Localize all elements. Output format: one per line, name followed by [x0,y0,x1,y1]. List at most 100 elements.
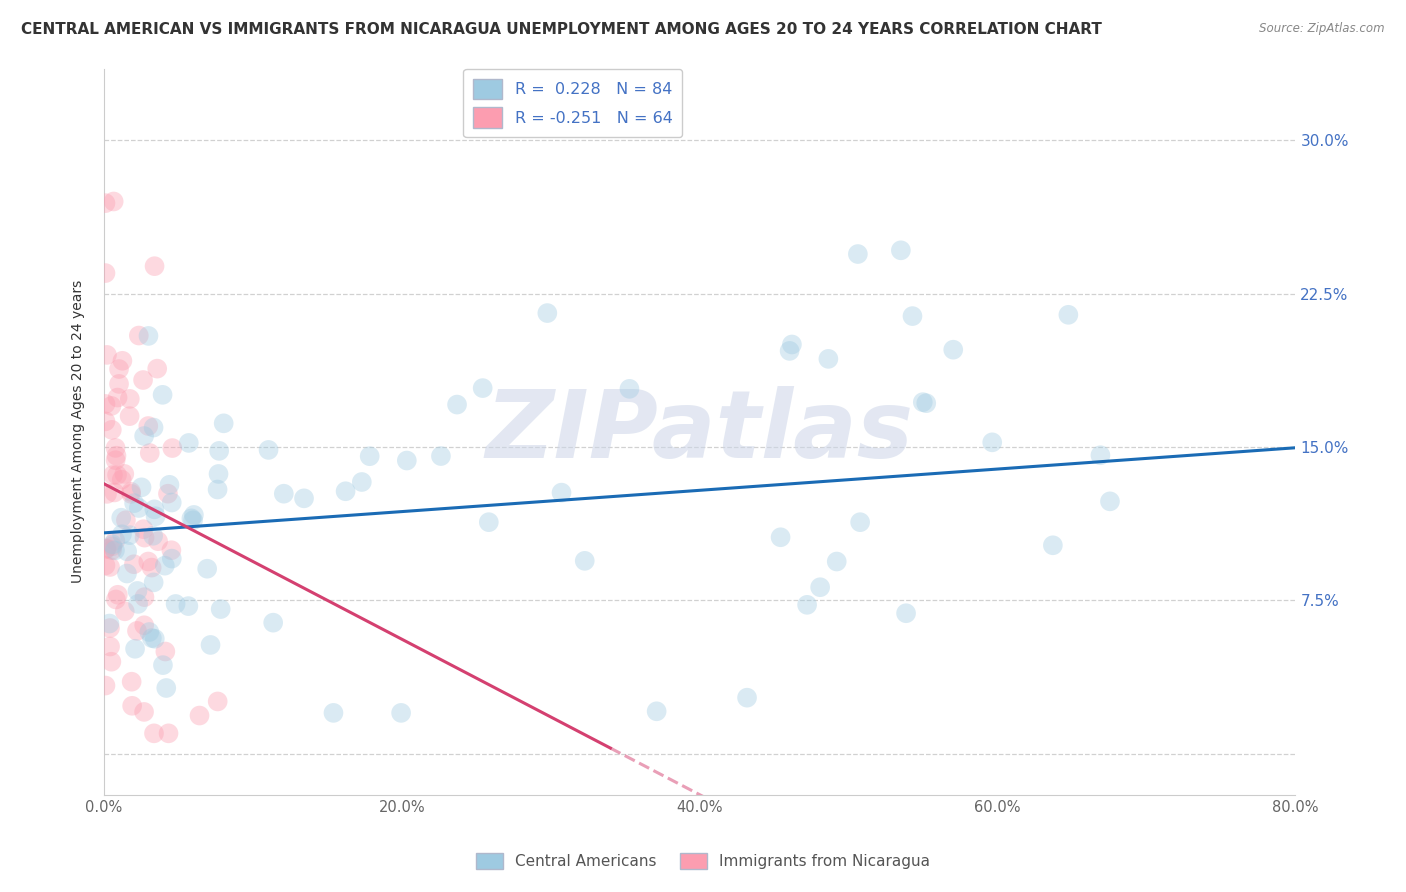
Point [112,467,135,481]
Point [98,560,121,574]
Point [478,515,501,529]
Point [911,395,934,409]
Point [200,638,222,652]
Point [101,539,124,553]
Point [1090,448,1112,462]
Point [1098,494,1121,508]
Point [155,681,177,695]
Point [177,599,200,613]
Point [94,679,117,693]
Point [94,266,117,280]
Point [96,348,118,362]
Point [942,343,965,357]
Point [769,530,792,544]
Point [111,353,134,368]
Point [115,544,138,558]
Point [111,473,134,487]
Point [212,417,235,431]
Point [142,420,165,434]
Point [273,486,295,500]
Point [471,381,494,395]
Point [120,487,142,501]
Point [101,537,124,551]
Point [114,604,136,618]
Point [132,373,155,387]
Point [118,409,141,424]
Point [142,575,165,590]
Point [141,631,163,645]
Point [1057,308,1080,322]
Point [825,555,848,569]
Point [94,558,117,573]
Point [890,244,912,258]
Point [817,351,839,366]
Point [98,616,121,631]
Point [183,508,205,522]
Point [100,655,122,669]
Point [101,468,124,483]
Point [94,414,117,428]
Point [105,449,128,463]
Point [808,580,831,594]
Point [195,562,218,576]
Point [138,625,160,640]
Point [143,726,166,740]
Point [120,484,142,499]
Point [111,527,134,541]
Point [104,592,127,607]
Point [894,606,917,620]
Point [118,392,141,406]
Point [180,511,202,525]
Point [108,376,131,391]
Point [181,513,204,527]
Point [132,522,155,536]
Legend: R =  0.228   N = 84, R = -0.251   N = 64: R = 0.228 N = 84, R = -0.251 N = 64 [464,70,682,137]
Point [103,485,125,500]
Point [574,554,596,568]
Point [159,478,181,492]
Point [132,705,155,719]
Point [138,329,160,343]
Point [121,674,143,689]
Point [94,397,117,411]
Point [94,196,117,211]
Point [915,396,938,410]
Point [619,382,641,396]
Point [177,436,200,450]
Legend: Central Americans, Immigrants from Nicaragua: Central Americans, Immigrants from Nicar… [470,847,936,875]
Point [779,343,801,358]
Point [335,484,357,499]
Point [155,644,177,658]
Point [100,399,122,413]
Point [208,443,231,458]
Point [143,632,166,646]
Point [127,583,149,598]
Point [143,259,166,273]
Point [849,515,872,529]
Point [115,513,138,527]
Point [143,502,166,516]
Point [359,449,381,463]
Point [96,487,118,501]
Point [350,475,373,489]
Point [846,247,869,261]
Point [157,726,180,740]
Point [142,529,165,543]
Point [134,429,156,443]
Point [207,694,229,708]
Point [780,337,803,351]
Point [257,442,280,457]
Point [121,698,143,713]
Point [156,486,179,500]
Point [94,541,117,556]
Point [134,531,156,545]
Point [207,467,229,481]
Point [118,528,141,542]
Point [131,480,153,494]
Point [146,361,169,376]
Point [152,658,174,673]
Point [98,621,121,635]
Point [103,194,125,209]
Point [796,598,818,612]
Point [124,641,146,656]
